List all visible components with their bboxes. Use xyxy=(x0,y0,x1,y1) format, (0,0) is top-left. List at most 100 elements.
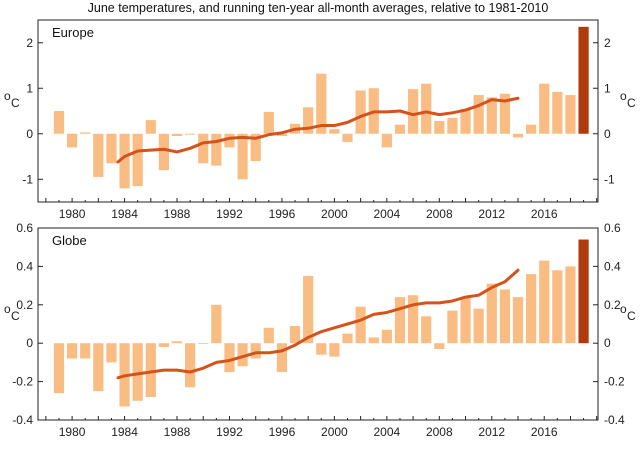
bar-1987 xyxy=(158,133,169,171)
bar-1996 xyxy=(276,343,288,372)
y-tick-label-right: 0.6 xyxy=(604,221,621,235)
unit-celsius-right: C xyxy=(627,309,636,323)
bar-2000 xyxy=(329,343,340,357)
x-tick-label: 1992 xyxy=(216,207,243,221)
bar-2018 xyxy=(565,266,576,344)
bar-2004 xyxy=(381,329,392,344)
bar-2019 xyxy=(578,239,589,344)
x-tick-label: 2012 xyxy=(478,207,505,221)
chart-panels: -1 -1 0 0 1 1 2 2 1980 1984 1988 1992 1996 2000 2004 20… xyxy=(4,19,636,439)
bar-2002 xyxy=(355,306,366,344)
x-tick-label: 2000 xyxy=(321,425,348,439)
y-tick-label-left: 2 xyxy=(26,36,33,50)
bar-2017 xyxy=(552,270,563,344)
y-tick-label-left: -0.4 xyxy=(12,413,33,427)
bar-2015 xyxy=(526,124,537,134)
running-mean-line xyxy=(116,268,520,380)
bar-2001 xyxy=(342,133,353,142)
bar-2000 xyxy=(329,129,340,134)
bar-1990 xyxy=(198,343,209,344)
bar-2017 xyxy=(552,91,563,134)
bar-1984 xyxy=(119,133,130,189)
bar-2001 xyxy=(342,333,353,344)
plot-frame xyxy=(37,19,599,203)
bar-2016 xyxy=(539,260,550,344)
bar-2010 xyxy=(460,108,471,134)
bar-1982 xyxy=(93,133,104,177)
y-tick-label-right: 0.4 xyxy=(604,259,621,273)
bar-1981 xyxy=(80,132,91,134)
y-tick-label-right: 0 xyxy=(604,127,611,141)
x-tick-label: 1988 xyxy=(164,425,191,439)
bar-1982 xyxy=(93,343,104,392)
bar-1993 xyxy=(237,133,248,180)
x-tick-label: 1980 xyxy=(59,425,86,439)
y-tick-label-left: -1 xyxy=(22,172,33,186)
bar-2009 xyxy=(447,117,458,134)
unit-celsius-left: C xyxy=(11,309,20,323)
bar-1998 xyxy=(303,276,314,344)
bar-1995 xyxy=(263,327,274,344)
bar-1989 xyxy=(185,133,196,135)
bar-2007 xyxy=(421,316,432,344)
bar-1985 xyxy=(132,343,143,401)
bar-2010 xyxy=(460,297,471,344)
bar-1981 xyxy=(80,343,91,359)
x-tick-label: 2008 xyxy=(426,425,453,439)
y-tick-label-left: -0.2 xyxy=(12,375,33,389)
bar-2011 xyxy=(473,308,484,344)
y-tick-label-left: 0 xyxy=(26,336,33,350)
bar-1986 xyxy=(145,343,156,397)
y-tick-label-left: 0.2 xyxy=(16,298,33,312)
bar-2012 xyxy=(486,283,497,344)
chart-title: June temperatures, and running ten-year … xyxy=(88,1,549,15)
bar-1985 xyxy=(132,133,143,187)
unit-celsius-right: C xyxy=(627,96,636,110)
panel-europe: -1 -1 0 0 1 1 2 2 1980 1984 1988 1992 1996 2000 2004 20… xyxy=(4,19,636,221)
y-tick-label-left: 0.6 xyxy=(16,221,33,235)
bar-1997 xyxy=(289,325,301,344)
x-tick-label: 1980 xyxy=(59,207,86,221)
y-tick-label-left: 1 xyxy=(26,81,33,95)
bar-2018 xyxy=(565,95,576,134)
bar-1992 xyxy=(224,133,235,148)
bar-1986 xyxy=(145,120,156,134)
x-tick-label: 1984 xyxy=(111,425,138,439)
unit-degree-left: o xyxy=(4,89,11,103)
y-tick-label-right: 2 xyxy=(604,36,611,50)
panel-label: Europe xyxy=(52,25,94,40)
bar-1995 xyxy=(263,111,274,134)
bar-2006 xyxy=(407,89,419,134)
unit-degree-right: o xyxy=(620,89,627,103)
bar-1991 xyxy=(211,304,222,344)
y-tick-label-right: -0.2 xyxy=(604,375,625,389)
bar-2004 xyxy=(381,133,392,148)
unit-degree-left: o xyxy=(4,302,11,316)
bar-1998 xyxy=(303,107,314,134)
bar-1990 xyxy=(198,133,209,164)
bar-1979 xyxy=(53,111,65,134)
x-tick-label: 1988 xyxy=(164,207,191,221)
y-tick-label-right: -0.4 xyxy=(604,413,625,427)
x-tick-label: 1996 xyxy=(269,425,296,439)
running-mean-line xyxy=(116,96,520,164)
bar-1980 xyxy=(67,133,78,148)
bar-2006 xyxy=(407,295,419,344)
x-tick-label: 2008 xyxy=(426,207,453,221)
x-tick-label: 2016 xyxy=(531,425,558,439)
bar-2013 xyxy=(499,289,510,344)
x-tick-label: 2000 xyxy=(321,207,348,221)
bar-2013 xyxy=(499,93,510,134)
bar-1989 xyxy=(185,343,196,388)
bar-1992 xyxy=(224,343,235,372)
bar-1979 xyxy=(53,343,65,394)
bar-2002 xyxy=(355,90,366,134)
x-tick-label: 1996 xyxy=(269,207,296,221)
bar-2011 xyxy=(473,95,484,134)
x-tick-label: 2016 xyxy=(531,207,558,221)
x-tick-label: 2012 xyxy=(478,425,505,439)
bar-1994 xyxy=(250,343,261,359)
unit-celsius-left: C xyxy=(11,96,20,110)
bar-2019 xyxy=(578,26,589,134)
